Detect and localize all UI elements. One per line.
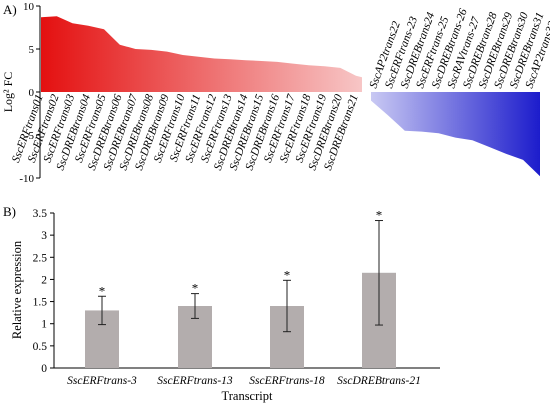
downregulated-area [371,92,540,177]
significance-marker: * [99,283,106,298]
panel-b-x-axis-label: Transcript [222,389,273,403]
bar-category-label: SscERFtrans-18 [249,375,325,387]
panel-b-y-axis-label: Relative expression [10,240,24,339]
relative-expression-bar-chart: 0 0.5 1 1.5 2 2.5 3 3.5 * * * * SscERFtrans-3 SscER… [10,208,440,403]
panel-b-y-tick-label: 1 [41,319,47,331]
panel-a-y-axis-label: Log² FC [1,72,15,113]
panel-a-y-tick-label: -5 [25,130,35,142]
panel-b-y-tick-label: 0 [41,363,47,375]
panel-b-y-tick-label: 3 [41,230,47,242]
panel-a-y-tick-label: 5 [29,44,35,56]
bar-category-label: SscERFtrans-3 [67,375,137,387]
upregulated-area [41,16,362,92]
panel-b-y-tick-label: 3.5 [33,208,48,220]
panel-b-y-tick-label: 2 [41,274,47,286]
panel-a-y-tick-label: -10 [19,173,34,185]
panel-b-y-tick-label: 0.5 [33,341,48,353]
panel-a-label: A) [3,2,17,17]
bar-category-label: SscDREBtrans-21 [337,375,421,387]
panel-a-y-tick-label: 0 [29,87,35,99]
panel-b-y-tick-label: 2.5 [33,252,48,264]
panel-a-y-tick-label: 10 [23,1,35,13]
significance-marker: * [192,281,199,296]
significance-marker: * [376,208,383,223]
panel-b-label: B) [3,204,16,219]
significance-marker: * [284,267,291,282]
panel-b-y-tick-label: 1.5 [33,297,48,309]
bar-category-label: SscERFtrans-13 [157,375,233,387]
